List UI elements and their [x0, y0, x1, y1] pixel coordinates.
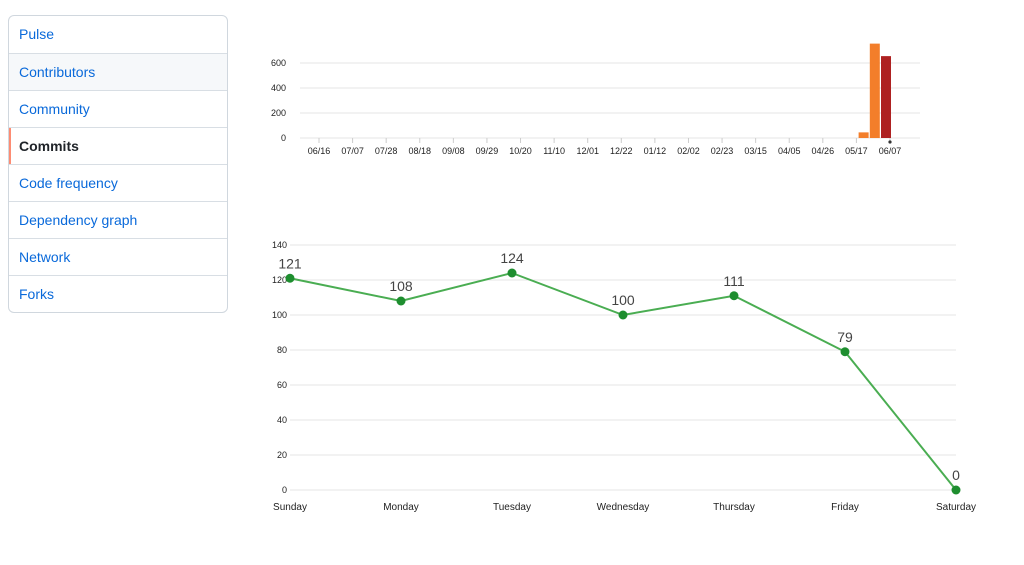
- line-y-tick-label: 20: [277, 450, 287, 460]
- bar-chart-x-axis: 06/16 07/07 07/28 08/18 09/08 09/29 10/20 11/10…: [308, 138, 902, 156]
- bar-x-tick-label: 08/18: [408, 146, 431, 156]
- weekly-commits-bar-chart: 0 200 400 600 06/16 07/07 07/28 08/18 09/08 09/2…: [271, 43, 920, 156]
- sidebar-item-pulse[interactable]: Pulse: [19, 26, 55, 42]
- bar-x-tick-label: 01/12: [644, 146, 667, 156]
- line-y-tick-label: 40: [277, 415, 287, 425]
- sidebar-item-forks[interactable]: Forks: [9, 275, 227, 312]
- bar-chart-y-axis: 0 200 400 600: [271, 58, 286, 143]
- selected-week-marker: [888, 140, 892, 144]
- sidebar-item-dependency-graph[interactable]: Dependency graph: [9, 201, 227, 238]
- data-label-friday: 79: [837, 329, 853, 345]
- bar-chart-bars: [858, 43, 892, 144]
- data-label-tuesday: 124: [500, 250, 524, 266]
- insights-sidebar: Pulse Contributors Community Commits Code fr…: [8, 15, 228, 313]
- line-x-tick-label-sunday: Sunday: [273, 502, 307, 513]
- bar-x-tick-label: 02/23: [711, 146, 734, 156]
- point-friday[interactable]: [840, 347, 850, 357]
- point-thursday[interactable]: [729, 291, 739, 301]
- line-x-tick-label-friday: Friday: [831, 502, 859, 513]
- line-chart-grid: [290, 244, 956, 491]
- line-chart-x-axis: Sunday Monday Tuesday Wednesday Thursday Frid…: [273, 502, 976, 513]
- bar-x-tick-label: 12/22: [610, 146, 633, 156]
- line-chart-data-labels: 121 108 124 100 111 79 0: [278, 250, 960, 483]
- bar-y-tick-label: 400: [271, 83, 286, 93]
- bar-x-tick-label: 09/08: [442, 146, 465, 156]
- data-label-thursday: 111: [723, 273, 744, 289]
- line-y-tick-label: 100: [272, 310, 287, 320]
- line-x-tick-label-thursday: Thursday: [713, 502, 755, 513]
- line-y-tick-label: 0: [282, 485, 287, 495]
- data-label-wednesday: 100: [611, 292, 635, 308]
- bar-x-tick-label: 11/10: [543, 146, 565, 156]
- line-chart-y-axis: 0 20 40 60 80 100 120 140: [272, 240, 287, 495]
- line-x-tick-label-saturday: Saturday: [936, 502, 976, 513]
- data-label-saturday: 0: [952, 467, 960, 483]
- data-label-monday: 108: [389, 278, 413, 294]
- line-y-tick-label: 140: [272, 240, 287, 250]
- data-label-sunday: 121: [278, 255, 302, 271]
- point-monday[interactable]: [396, 296, 406, 306]
- point-sunday[interactable]: [285, 273, 295, 283]
- line-x-tick-label-monday: Monday: [383, 502, 419, 513]
- bar-y-tick-label: 0: [281, 133, 286, 143]
- line-y-tick-label: 80: [277, 345, 287, 355]
- sidebar-item-network[interactable]: Network: [9, 238, 227, 275]
- line-y-tick-label: 60: [277, 380, 287, 390]
- sidebar-item-code-frequency[interactable]: Code frequency: [9, 164, 227, 201]
- line-y-tick-label: 120: [272, 275, 287, 285]
- bar-x-tick-label: 04/26: [812, 146, 835, 156]
- bar-chart-grid: [300, 62, 920, 139]
- bar-y-tick-label: 600: [271, 58, 286, 68]
- bar-x-tick-label: 04/05: [778, 146, 801, 156]
- line-x-tick-label-wednesday: Wednesday: [597, 502, 650, 513]
- bar-y-tick-label: 200: [271, 108, 286, 118]
- commits-by-weekday-line-chart: 0 20 40 60 80 100 120 140 Sunday Monday Tuesday We…: [272, 240, 976, 513]
- bar-x-tick-label: 07/28: [375, 146, 398, 156]
- line-chart-points: [285, 268, 961, 495]
- bar-x-tick-label: 06/16: [308, 146, 331, 156]
- point-saturday[interactable]: [951, 485, 961, 495]
- bar-05-31[interactable]: [858, 132, 869, 138]
- bar-06-14[interactable]: [881, 56, 891, 138]
- bar-x-tick-label: 10/20: [509, 146, 532, 156]
- sidebar-item-commits[interactable]: Commits: [9, 127, 227, 164]
- bar-x-tick-label: 12/01: [576, 146, 599, 156]
- bar-x-tick-label: 02/02: [677, 146, 700, 156]
- sidebar-item-contributors[interactable]: Contributors: [9, 53, 227, 90]
- sidebar-item-community[interactable]: Community: [9, 90, 227, 127]
- point-wednesday[interactable]: [618, 310, 628, 320]
- bar-x-tick-label: 05/17: [845, 146, 868, 156]
- bar-06-07[interactable]: [869, 43, 880, 138]
- point-tuesday[interactable]: [507, 268, 517, 278]
- bar-x-tick-label: 03/15: [744, 146, 767, 156]
- bar-x-tick-label: 07/07: [341, 146, 364, 156]
- bar-x-tick-label: 06/07: [879, 146, 902, 156]
- bar-x-tick-label: 09/29: [476, 146, 499, 156]
- line-x-tick-label-tuesday: Tuesday: [493, 502, 531, 513]
